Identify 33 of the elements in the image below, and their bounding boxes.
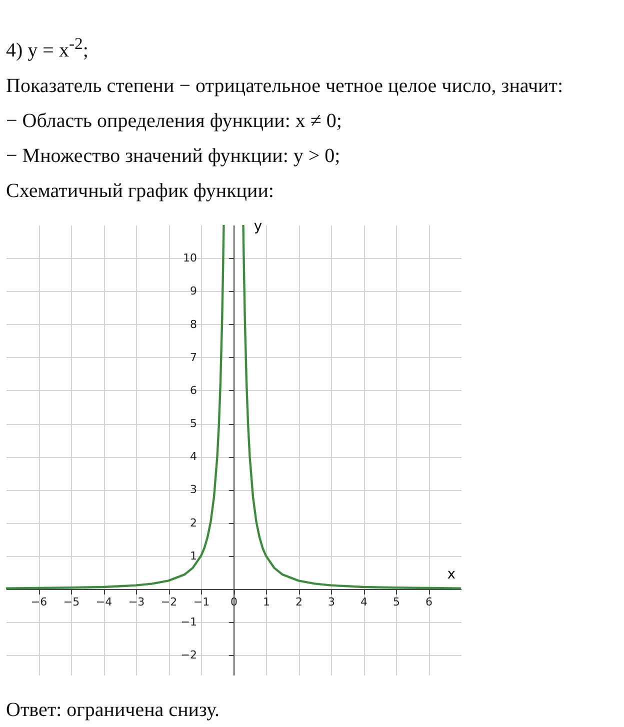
y-tick-label: 4 [190, 450, 197, 463]
chart-title: 4) y = x$^{-2}$; [6, 34, 90, 63]
y-tick-label: −2 [180, 648, 197, 662]
y-tick-label: 7 [190, 350, 197, 364]
x-axis-title: x [447, 566, 456, 582]
text: − Область определения функции: x ≠ 0; [6, 110, 343, 133]
x-tick-label: −2 [160, 595, 178, 608]
y-tick-label: 1 [190, 549, 197, 562]
text: Схематичный график функции: [6, 180, 275, 203]
x-tick-label: 4 [360, 595, 368, 608]
y-tick-label: 9 [190, 284, 197, 298]
x-tick-label: 6 [426, 595, 432, 608]
x-tick-label: 3 [328, 595, 335, 608]
x-tick-label: −6 [30, 595, 48, 608]
y-tick-label: 2 [190, 516, 197, 529]
y-tick-label: 6 [190, 384, 197, 397]
x-tick-label: 1 [263, 595, 270, 608]
x-tick-label: 5 [393, 595, 400, 608]
y-axis-title: y [254, 218, 262, 234]
x-tick-label: −5 [63, 595, 80, 608]
line-series [6, 224, 225, 590]
y-tick-label: −1 [180, 615, 197, 628]
line-series [242, 224, 461, 590]
x-tick-label: −3 [128, 595, 145, 608]
y-tick-label: 3 [190, 482, 197, 496]
x-tick-label: 2 [296, 595, 302, 608]
text: − Множество значений функции: y > 0; [6, 144, 342, 168]
y-tick-label: 10 [183, 251, 197, 264]
y-tick-label: 8 [190, 317, 197, 330]
x-tick-label: −4 [96, 595, 112, 608]
text: Показатель степени − отрицательное четное целое число, значит: [6, 74, 564, 98]
text: Ответ: ограничена снизу. [6, 698, 220, 722]
y-tick-label: 5 [190, 416, 197, 430]
